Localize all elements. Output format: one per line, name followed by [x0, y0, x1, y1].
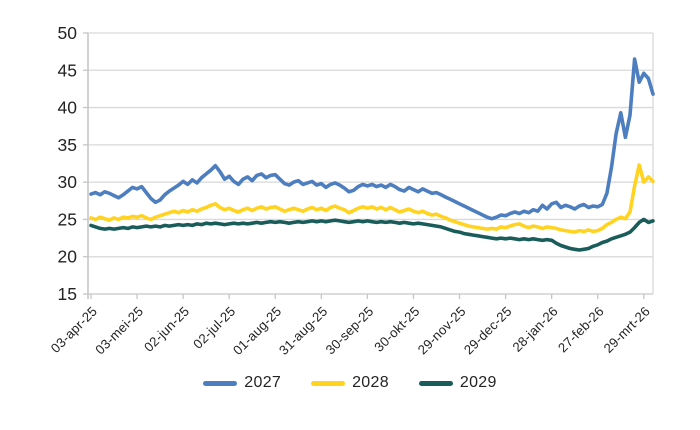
legend-item-2027: 2027 [203, 374, 281, 392]
x-axis-label: 28-jan-26 [509, 304, 560, 355]
x-axis-label: 29-mrt-26 [601, 304, 653, 356]
y-axis-label: 35 [58, 135, 77, 155]
chart-legend: 2027 2028 2029 [0, 374, 700, 392]
y-axis-label: 45 [58, 60, 77, 80]
series-line-2027 [89, 57, 655, 221]
series-line-2028 [89, 163, 655, 234]
series-line-2029 [89, 217, 655, 252]
legend-label-2027: 2027 [244, 374, 282, 391]
legend-swatch-2027 [203, 380, 238, 386]
x-axis-label: 02-jun-25 [141, 304, 192, 355]
legend-item-2029: 2029 [418, 374, 497, 392]
x-axis-label: 30-sep-25 [323, 304, 377, 358]
x-axis-label: 02-jul-25 [190, 304, 238, 352]
y-axis-label: 30 [58, 172, 78, 192]
y-axis-label: 50 [58, 23, 78, 43]
x-axis-label: 27-feb-26 [555, 304, 607, 356]
y-axis-label: 20 [58, 247, 78, 267]
x-axis-label: 03-mei-25 [92, 304, 146, 358]
y-axis-label: 25 [58, 209, 77, 229]
x-axis-label: 01-aug-25 [230, 304, 284, 358]
legend-item-2028: 2028 [311, 374, 389, 392]
legend-label-2029: 2029 [459, 374, 497, 391]
y-axis-label: 15 [58, 284, 77, 304]
legend-label-2028: 2028 [352, 374, 389, 391]
x-axis-label: 31-aug-25 [276, 304, 330, 358]
x-axis-label: 29-dec-25 [461, 304, 515, 358]
line-chart: 152025303540455003-apr-2503-mei-2502-jun… [48, 23, 655, 358]
legend-swatch-2029 [418, 380, 453, 386]
y-axis-label: 40 [58, 98, 78, 118]
legend-swatch-2028 [311, 380, 346, 386]
x-axis-label: 29-nov-25 [415, 304, 469, 358]
